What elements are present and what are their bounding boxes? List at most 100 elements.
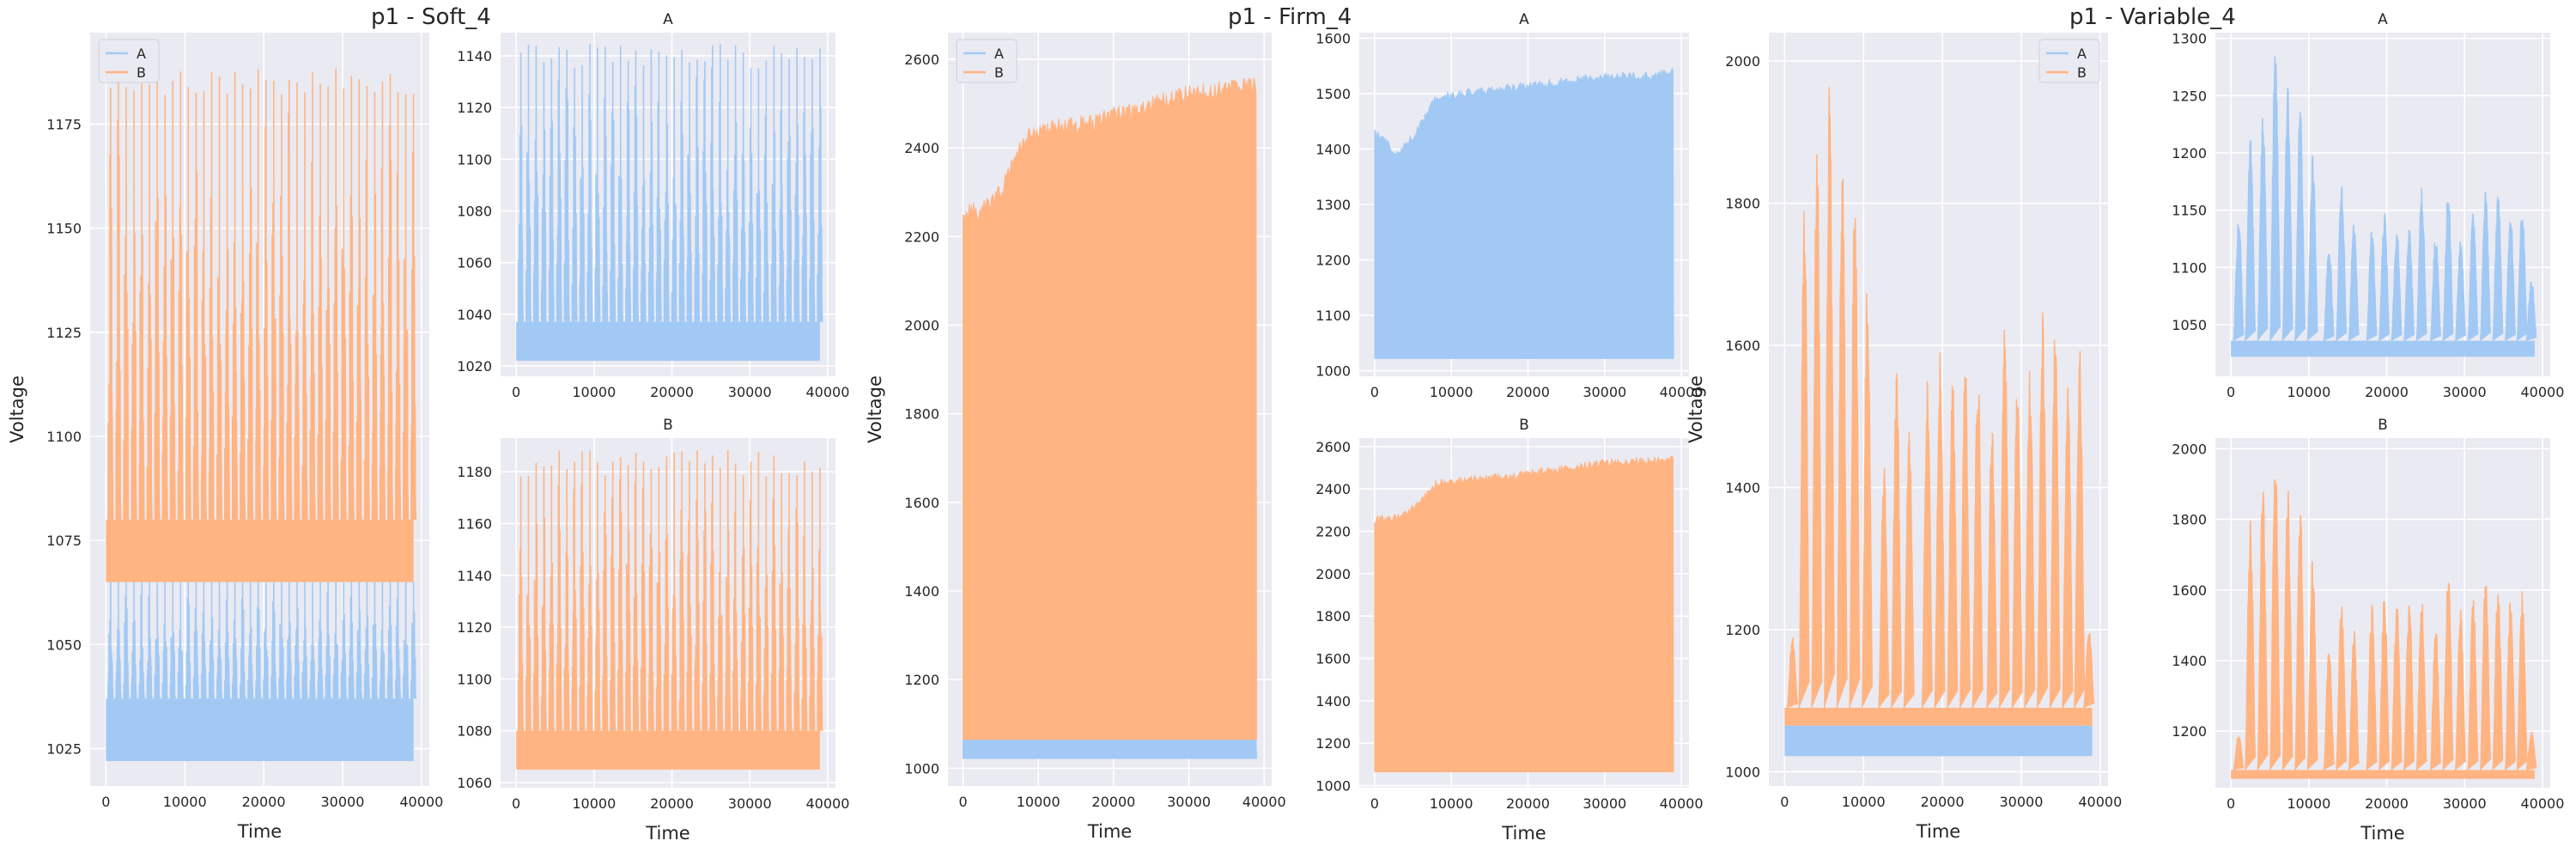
x-tick-label: 40000 <box>1660 795 1704 812</box>
x-tick-label: 30000 <box>728 795 772 812</box>
y-tick-label: 1400 <box>1725 480 1760 497</box>
y-tick-label: 1250 <box>2172 88 2207 104</box>
series-a-burst <box>2525 281 2537 341</box>
series-b-spike <box>232 71 239 521</box>
series-a-spike <box>395 582 402 699</box>
subplot-title: A <box>1519 11 1529 28</box>
y-tick-label: 1120 <box>457 619 492 636</box>
y-tick-label: 1800 <box>904 406 939 423</box>
series-b-spike <box>208 71 215 521</box>
series-b-spike <box>586 451 593 732</box>
series-a-spike <box>801 57 808 323</box>
series-a-spike <box>309 582 316 699</box>
series-a-spike <box>694 59 701 323</box>
x-tick-label: 10000 <box>1430 795 1473 812</box>
subplot-title: B <box>2378 417 2388 434</box>
series-b-spike <box>801 461 808 732</box>
panel-title-variable: p1 - Variable_4 <box>2069 4 2236 30</box>
series-a-spike <box>786 58 793 323</box>
series-a-spike <box>138 582 145 699</box>
series-a-spike <box>633 51 640 323</box>
x-tick-label: 0 <box>512 795 520 812</box>
y-tick-label: 1080 <box>457 723 492 740</box>
series-b-spike <box>403 94 410 521</box>
series-b-burst <box>1811 154 1823 709</box>
series-a-spike <box>240 582 246 699</box>
series-b-burst <box>1947 385 1959 709</box>
y-axis-label: Voltage <box>865 375 885 443</box>
y-tick-label: 1150 <box>46 221 82 237</box>
series-b-spike <box>770 455 777 732</box>
series-b-spike <box>786 473 793 732</box>
y-tick-label: 1150 <box>2172 203 2207 219</box>
x-tick-label: 20000 <box>1506 384 1550 400</box>
y-tick-label: 1500 <box>1315 86 1351 102</box>
series-a-spike <box>518 52 525 323</box>
series-a-spike <box>270 582 277 699</box>
series-a-spike <box>709 45 716 323</box>
series-a-spike <box>594 47 601 323</box>
series-a-spike <box>579 64 586 323</box>
series-b-spike <box>317 83 324 521</box>
x-tick-label: 30000 <box>321 794 365 810</box>
series-a-spike <box>403 582 410 699</box>
x-tick-label: 10000 <box>572 795 616 812</box>
x-tick-label: 40000 <box>1660 384 1704 400</box>
series-a-spike <box>548 58 555 323</box>
series-b-spike <box>740 475 747 732</box>
series-b-spike <box>717 467 724 732</box>
series-b-spike <box>107 88 114 521</box>
series-a-spike <box>640 65 647 323</box>
y-tick-label: 1300 <box>1315 197 1351 213</box>
series-b-spike <box>309 72 316 521</box>
series-a-spike <box>255 582 262 699</box>
chart-soft-b: 0 10000 20000 30000 40000 1060 1080 1100 1120 114… <box>457 417 849 844</box>
x-tick-label: 30000 <box>2443 795 2487 812</box>
series-b-burst <box>1786 637 1798 709</box>
y-tick-label: 1100 <box>1315 308 1351 324</box>
y-tick-label: 2000 <box>1725 53 1760 70</box>
series-a-burst <box>2455 241 2466 341</box>
y-tick-label: 2200 <box>1315 524 1351 540</box>
series-b-burst <box>1971 394 1984 709</box>
y-tick-label: 1040 <box>457 307 492 323</box>
series-a-spike <box>363 582 370 699</box>
series-b-base-band <box>516 730 820 770</box>
series-a-spike <box>602 46 609 323</box>
subplot-title: A <box>663 11 673 28</box>
series-a-burst <box>2269 56 2281 341</box>
series-a-spike <box>793 47 800 323</box>
series-b-spike <box>563 469 570 732</box>
series-a-spike <box>556 46 562 323</box>
series-b-spike <box>532 463 539 732</box>
series-b-base-band <box>2231 770 2535 779</box>
series-a-burst <box>2306 155 2318 341</box>
series-a-spike <box>263 582 270 699</box>
series-a-burst <box>2516 220 2528 341</box>
series-b-spike <box>154 67 161 521</box>
subplot-title: B <box>663 417 673 434</box>
series-b-burst <box>2467 600 2479 771</box>
series-a-spike <box>817 48 823 323</box>
series-a-spike <box>192 582 199 699</box>
y-tick-label: 2600 <box>1315 439 1351 455</box>
series-b-spike <box>678 451 685 732</box>
x-axis-label: Time <box>645 823 690 844</box>
y-tick-label: 1160 <box>457 515 492 532</box>
x-tick-label: 0 <box>1370 384 1379 400</box>
y-tick-label: 1000 <box>1315 778 1351 795</box>
series-a-spike <box>725 59 732 323</box>
x-tick-label: 20000 <box>242 794 286 810</box>
series-b-burst <box>2257 491 2269 771</box>
x-tick-label: 20000 <box>650 795 694 812</box>
legend-label-b: B <box>137 64 146 81</box>
series-b-spike <box>602 475 609 732</box>
series-a-spike <box>686 62 693 323</box>
series-b-burst <box>2415 604 2427 771</box>
y-tick-label: 1200 <box>2172 145 2207 161</box>
series-a-spike <box>762 60 769 323</box>
legend-label-a: A <box>2077 46 2087 62</box>
series-b-spike <box>161 94 168 521</box>
series-a-burst <box>2366 231 2378 341</box>
chart-firm-combined: 0 10000 20000 30000 40000 1000 1200 1400 1600 180… <box>865 33 1286 842</box>
